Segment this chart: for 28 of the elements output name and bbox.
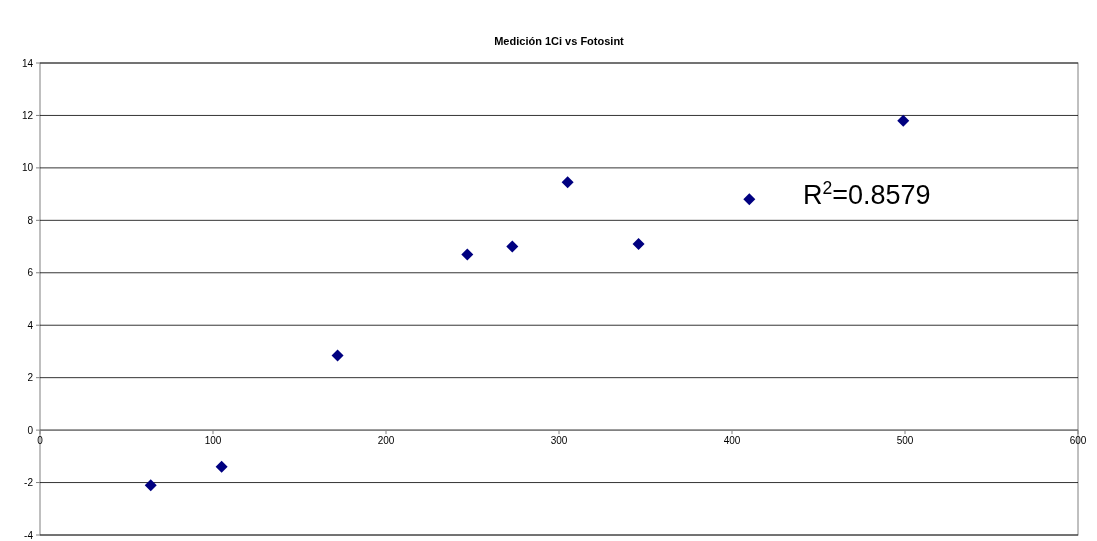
y-tick-label: 0 (27, 424, 34, 436)
y-tick-label: -2 (24, 477, 34, 489)
y-tick-label: 4 (27, 319, 34, 331)
x-tick-label: 600 (1069, 435, 1087, 447)
y-tick-label: 14 (21, 57, 34, 69)
point (461, 248, 474, 261)
point (743, 193, 756, 206)
y-tick-label: 12 (21, 109, 34, 121)
x-tick-label: 200 (377, 435, 395, 447)
point (561, 176, 574, 189)
x-tick-label: 0 (37, 435, 44, 447)
point (506, 240, 519, 253)
point (632, 237, 645, 250)
y-tick-label: 8 (27, 214, 34, 226)
y-tick-label: 10 (21, 162, 34, 174)
point (331, 349, 344, 362)
point (215, 460, 228, 473)
point (144, 479, 157, 492)
chart-title: Medición 1Ci vs Fotosint (494, 35, 625, 47)
x-tick-label: 400 (723, 435, 741, 447)
point (897, 114, 910, 127)
y-tick-label: 6 (27, 267, 34, 279)
y-tick-label: 2 (27, 372, 34, 384)
annotation: R$^{2}$=0.8579 (803, 178, 931, 210)
x-tick-label: 500 (896, 435, 914, 447)
y-tick-label: -4 (24, 529, 34, 541)
x-tick-label: 300 (550, 435, 568, 447)
x-tick-label: 100 (204, 435, 222, 447)
